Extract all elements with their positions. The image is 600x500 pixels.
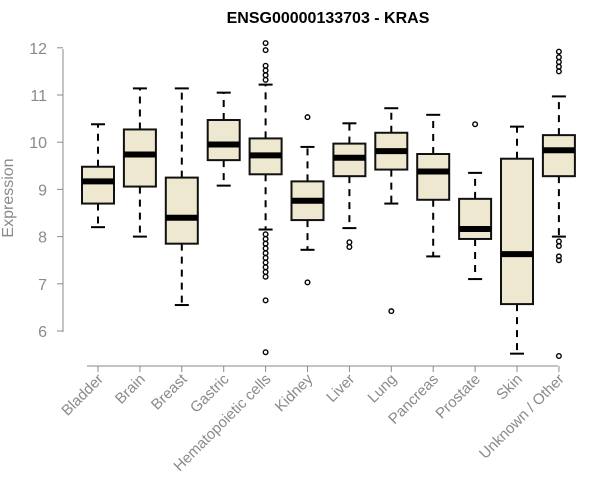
box-group — [458, 121, 493, 281]
y-tick-label: 7 — [38, 277, 47, 294]
box-group — [374, 107, 409, 315]
outlier-point — [262, 269, 269, 276]
x-tick-label: Lung — [365, 371, 401, 407]
outlier-point — [262, 240, 269, 247]
y-tick-label: 9 — [38, 182, 47, 199]
outlier-point — [262, 264, 269, 271]
box-group — [500, 125, 534, 355]
x-tick-label: Bladder — [58, 371, 107, 420]
box-iqr — [500, 157, 534, 306]
outlier-point — [262, 259, 269, 266]
outlier-point — [262, 254, 269, 261]
outlier-point — [555, 253, 562, 260]
outlier-point — [262, 349, 269, 356]
box-series — [81, 40, 576, 360]
outlier-point — [262, 235, 269, 242]
outlier-point — [346, 243, 353, 250]
outlier-point — [555, 58, 562, 65]
outlier-point — [262, 76, 269, 83]
outlier-point — [262, 62, 269, 69]
outlier-point — [262, 231, 269, 238]
outlier-point — [555, 68, 562, 75]
y-tick-label: 8 — [38, 230, 47, 247]
box-group — [206, 91, 241, 187]
y-tick-label: 12 — [29, 41, 47, 58]
outlier-point — [262, 250, 269, 257]
y-tick-label: 11 — [30, 88, 47, 105]
box-group — [332, 122, 367, 250]
outlier-point — [555, 243, 562, 250]
box-group — [416, 113, 451, 258]
chart-title: ENSG00000133703 - KRAS — [227, 10, 430, 27]
outlier-point — [346, 239, 353, 246]
x-tick-label: Skin — [493, 371, 526, 404]
outlier-point — [262, 297, 269, 304]
x-tick-label: Brain — [112, 371, 149, 408]
box-iqr — [81, 165, 115, 205]
box-iqr — [206, 119, 241, 162]
y-axis-label: Expression — [0, 158, 17, 237]
outlier-point — [262, 72, 269, 79]
outlier-point — [555, 63, 562, 70]
outlier-point — [262, 245, 269, 252]
box-group — [164, 87, 199, 307]
box-iqr — [458, 197, 493, 240]
y-axis-ticks: 6 7 8 9 10 11 12 — [29, 41, 63, 341]
outlier-point — [555, 257, 562, 264]
outlier-point — [304, 279, 311, 286]
outlier-point — [555, 54, 562, 61]
outlier-point — [388, 308, 395, 315]
outlier-point — [555, 48, 562, 55]
box-iqr — [122, 128, 157, 188]
outlier-point — [555, 238, 562, 245]
outlier-point — [304, 114, 311, 121]
box-group — [290, 114, 325, 286]
x-tick-label: Liver — [323, 371, 358, 406]
outlier-point — [262, 67, 269, 74]
y-tick-label: 10 — [29, 135, 47, 152]
y-tick-label: 6 — [38, 324, 47, 341]
box-group — [248, 40, 283, 356]
x-tick-label: Breast — [148, 370, 191, 413]
x-tick-label: Kidney — [272, 370, 317, 415]
box-iqr — [541, 134, 576, 178]
outlier-point — [555, 353, 562, 360]
box-iqr — [164, 176, 199, 245]
outlier-point — [262, 47, 269, 54]
x-tick-label: Prostate — [432, 371, 484, 423]
outlier-point — [262, 273, 269, 280]
box-iqr — [416, 153, 451, 201]
outlier-point — [262, 40, 269, 47]
box-group — [541, 48, 576, 360]
outlier-point — [472, 121, 479, 128]
box-group — [122, 87, 157, 238]
box-group — [81, 123, 115, 229]
